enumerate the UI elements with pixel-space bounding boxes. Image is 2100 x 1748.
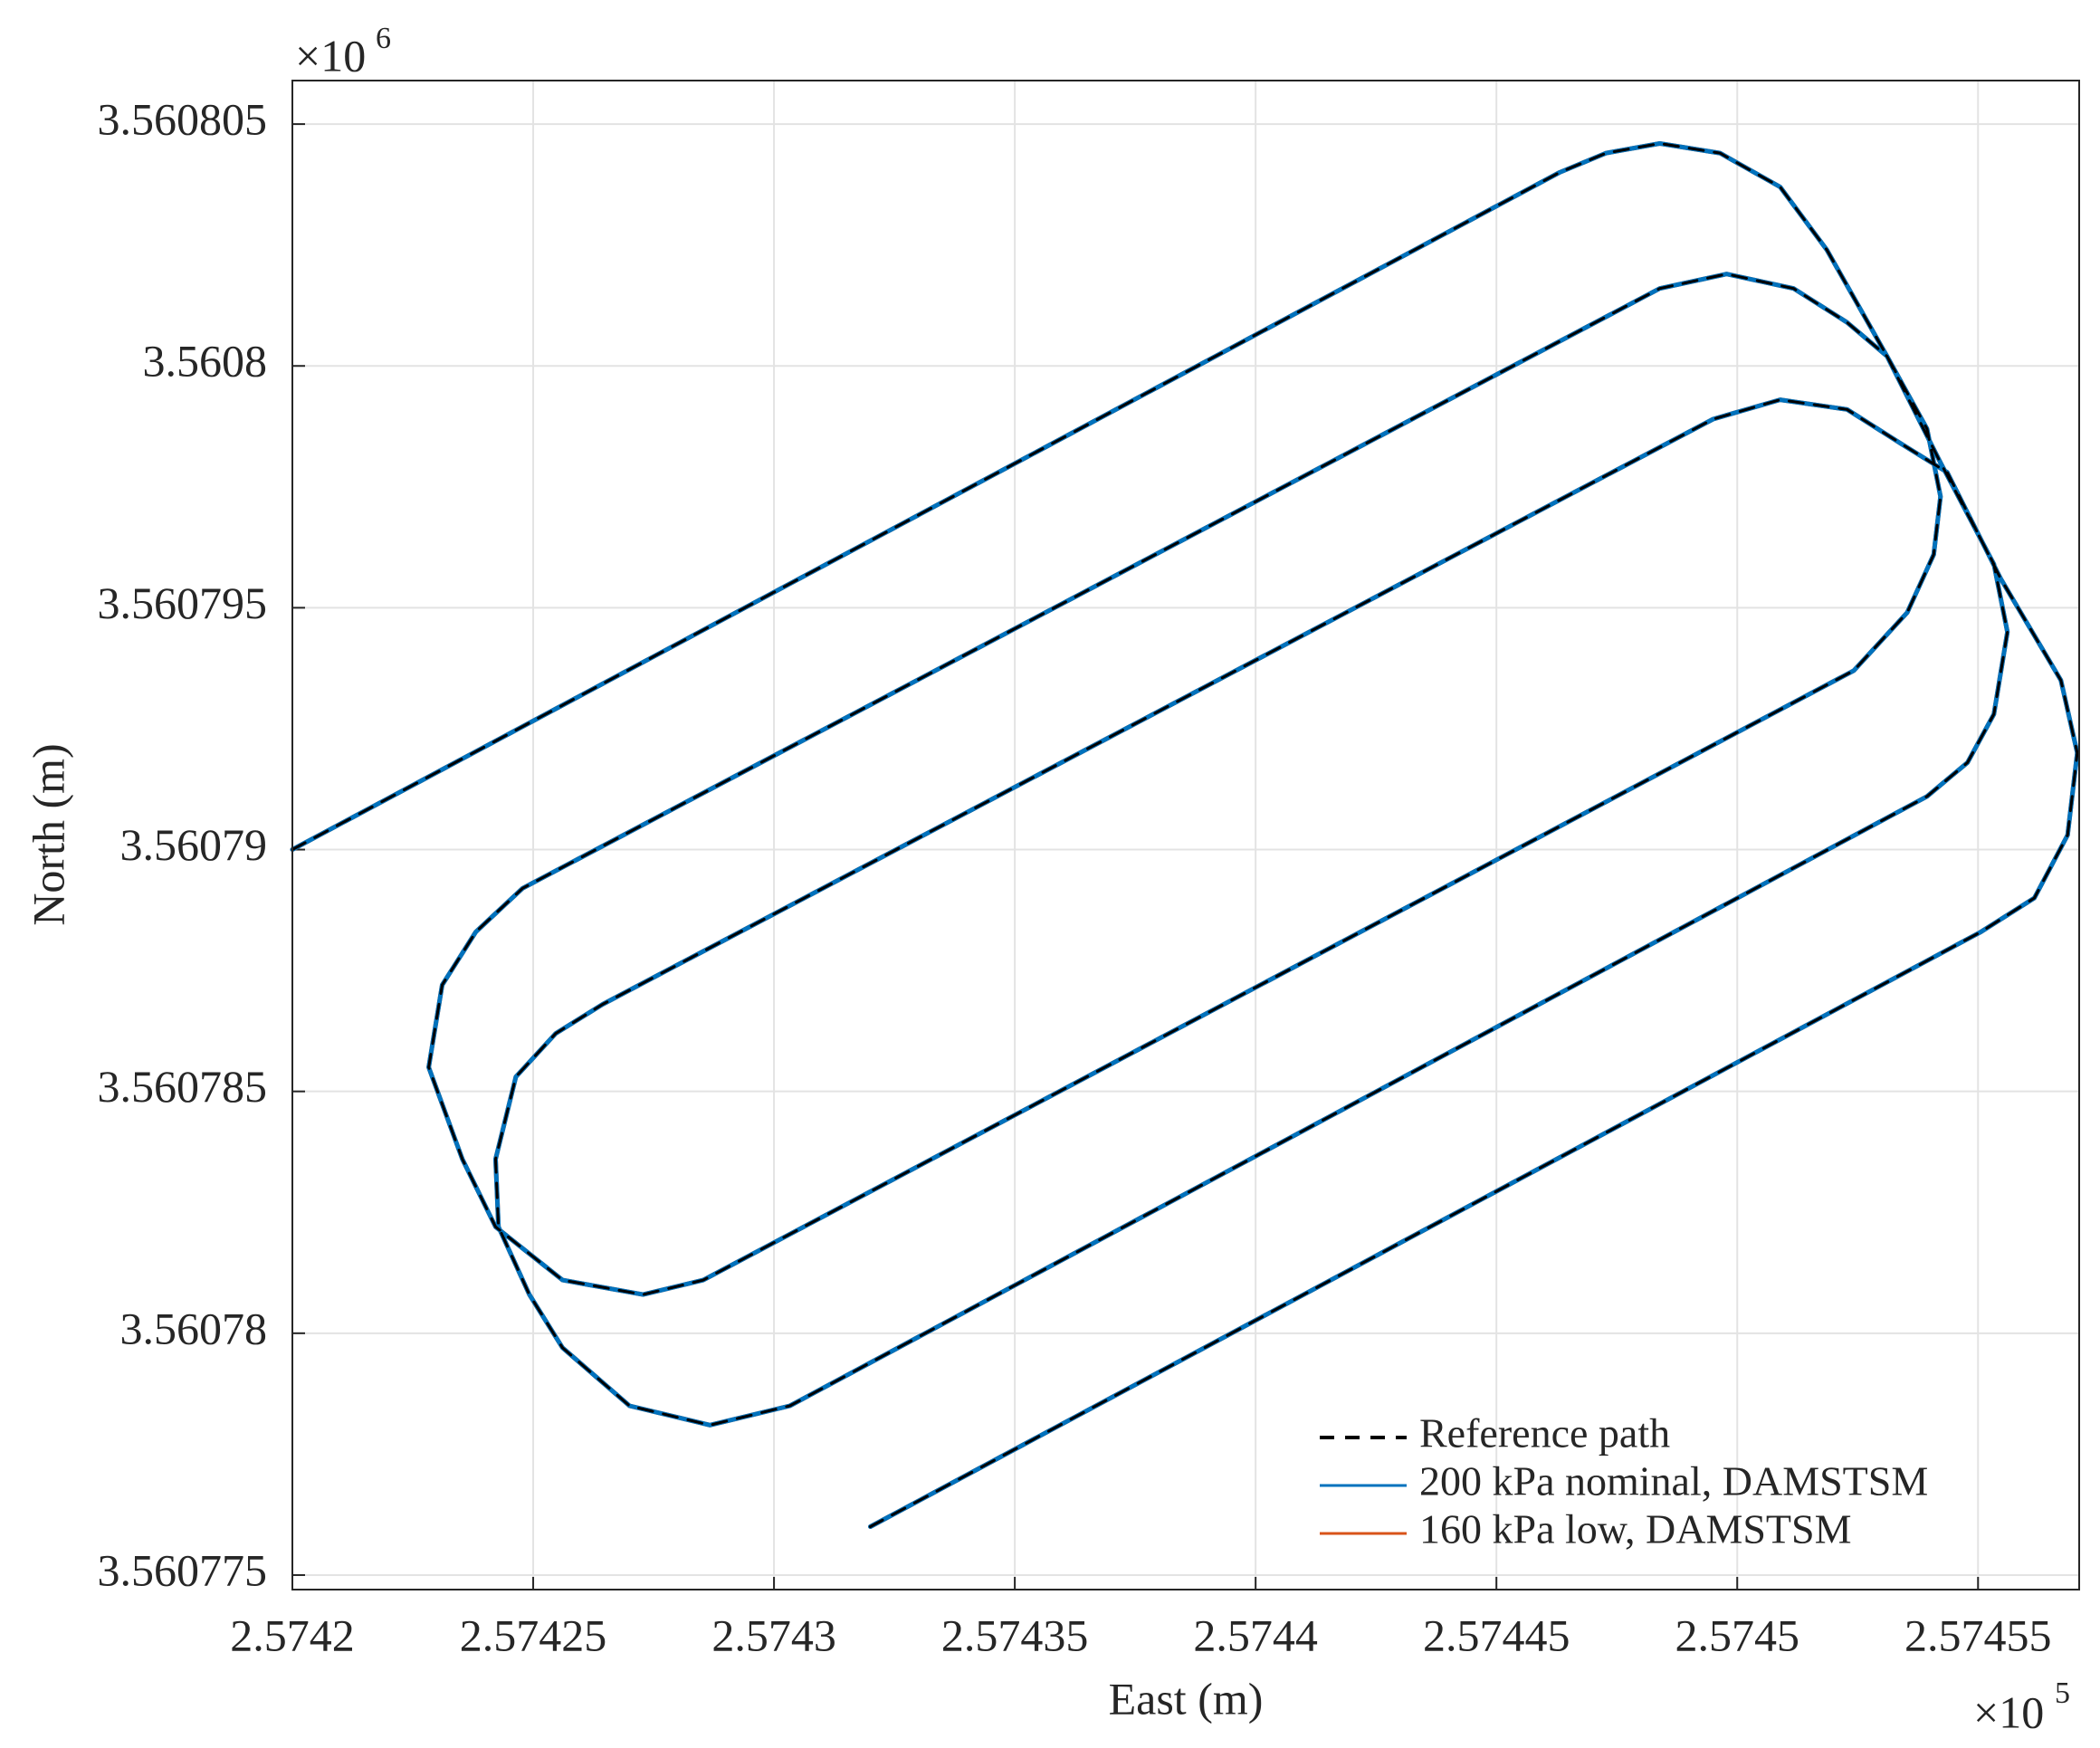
legend-label: Reference path bbox=[1419, 1410, 1670, 1457]
x-axis-label: East (m) bbox=[1109, 1673, 1264, 1724]
y-tick-label: 3.560775 bbox=[98, 1544, 268, 1595]
x-tick-label: 2.5745 bbox=[1675, 1609, 1799, 1660]
x-tick-label: 2.5742 bbox=[230, 1609, 355, 1660]
grid bbox=[291, 81, 2079, 1590]
x-tick-label: 2.57445 bbox=[1423, 1609, 1570, 1660]
y-tick-label: 3.56078 bbox=[120, 1303, 268, 1353]
legend-label: 200 kPa nominal, DAMSTSM bbox=[1419, 1458, 1928, 1504]
x-multiplier-exponent: 5 bbox=[2055, 1676, 2070, 1710]
y-axis-label: North (m) bbox=[23, 743, 73, 925]
x-tick-label: 2.57455 bbox=[1904, 1609, 2052, 1660]
y-multiplier-exponent: 6 bbox=[376, 22, 391, 55]
y-tick-label: 3.560785 bbox=[98, 1061, 268, 1112]
y-multiplier: ×10 bbox=[295, 30, 366, 81]
x-tick-label: 2.5744 bbox=[1193, 1609, 1318, 1660]
y-tick-label: 3.56079 bbox=[120, 819, 268, 870]
series-line bbox=[290, 141, 2080, 1529]
x-tick-label: 2.57435 bbox=[941, 1609, 1089, 1660]
series-line bbox=[291, 142, 2079, 1528]
plot-lines bbox=[290, 141, 2080, 1529]
legend-label: 160 kPa low, DAMSTSM bbox=[1419, 1506, 1852, 1552]
x-tick-label: 2.57425 bbox=[460, 1609, 607, 1660]
y-tick-label: 3.560805 bbox=[98, 94, 268, 145]
y-tick-label: 3.5608 bbox=[143, 336, 268, 387]
y-tick-label: 3.560795 bbox=[98, 578, 268, 628]
x-tick-label: 2.5743 bbox=[711, 1609, 836, 1660]
x-multiplier: ×10 bbox=[1973, 1686, 2044, 1737]
axes-box bbox=[291, 80, 2080, 1590]
series-line bbox=[290, 141, 2080, 1529]
